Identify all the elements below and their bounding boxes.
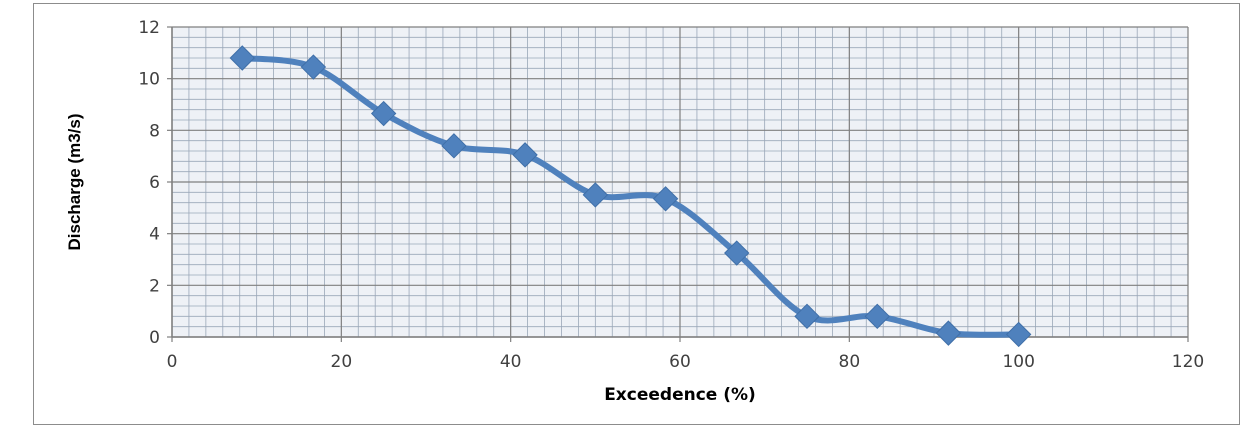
- grid-layer: [171, 26, 1189, 338]
- data-point-marker: [652, 186, 679, 212]
- data-point-marker: [935, 320, 962, 346]
- y-tick-label: 10: [138, 70, 160, 90]
- data-point-marker: [370, 100, 397, 127]
- y-tick-label: 0: [149, 328, 160, 348]
- x-tick-label: 40: [500, 352, 522, 372]
- y-tick-label: 4: [149, 225, 160, 245]
- x-tick-label: 60: [669, 352, 691, 372]
- x-tick-label: 0: [167, 352, 178, 372]
- y-tick-label: 2: [149, 276, 160, 296]
- data-point-marker: [441, 133, 467, 159]
- x-tick-label: 120: [1172, 352, 1204, 372]
- y-tick-label: 12: [138, 18, 160, 38]
- x-tick-label: 20: [331, 352, 353, 372]
- data-point-marker: [300, 54, 327, 80]
- data-point-marker: [724, 240, 750, 266]
- x-axis-title: Exceedence (%): [604, 385, 756, 405]
- series-layer: [229, 45, 1032, 348]
- y-axis-title: Discharge (m3/s): [65, 114, 84, 251]
- data-point-marker: [512, 142, 538, 168]
- y-tick-label: 8: [149, 121, 160, 141]
- x-tick-label: 80: [839, 352, 861, 372]
- x-tick-label: 100: [1002, 352, 1034, 372]
- label-layer: 0 20 40 60 80 100 120 0 2 4 6 8 10 12: [138, 18, 1204, 372]
- data-point-marker: [229, 45, 255, 71]
- data-point-marker: [794, 303, 820, 330]
- data-point-marker: [582, 182, 609, 208]
- data-point-marker: [1005, 321, 1032, 348]
- data-point-marker: [864, 303, 890, 330]
- y-tick-label: 6: [149, 173, 160, 193]
